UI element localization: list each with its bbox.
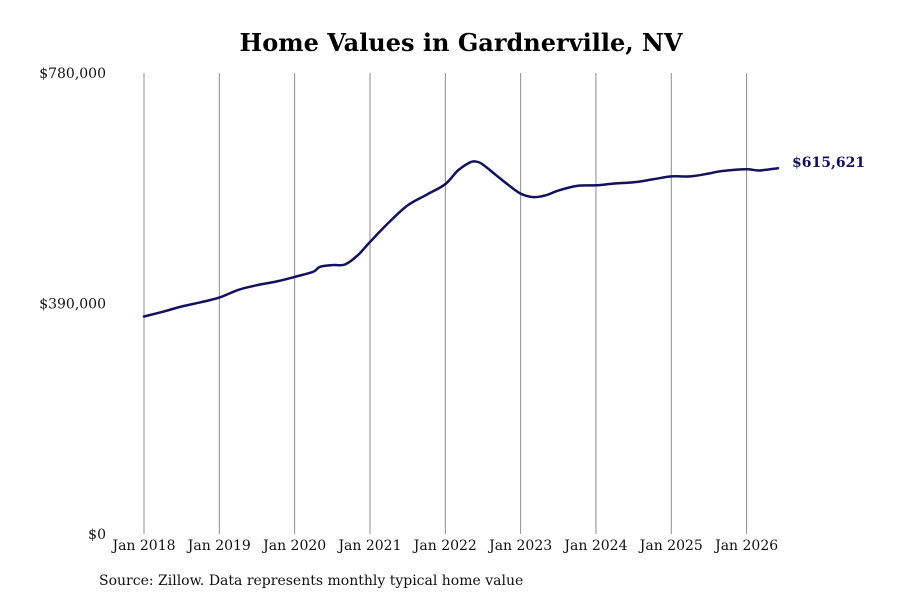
x-tick-label: Jan 2026 (713, 538, 778, 554)
x-tick-label: Jan 2023 (487, 538, 552, 554)
y-axis-tick-labels: $0 $390,000 $780,000 (39, 66, 106, 543)
x-axis-tick-labels: Jan 2018 Jan 2019 Jan 2020 Jan 2021 Jan 2022… (110, 538, 778, 554)
series-lines (142, 160, 780, 318)
x-tick-label: Jan 2025 (638, 538, 703, 554)
x-tick-label: Jan 2024 (562, 538, 627, 554)
y-tick-label: $780,000 (39, 66, 106, 82)
source-note: Source: Zillow. Data represents monthly … (99, 573, 524, 589)
chart-title: Home Values in Gardnerville, NV (239, 28, 683, 57)
x-tick-label: Jan 2021 (336, 538, 401, 554)
gridlines (143, 73, 748, 534)
x-tick-label: Jan 2022 (412, 538, 477, 554)
y-tick-label: $390,000 (39, 297, 106, 313)
x-tick-label: Jan 2019 (186, 538, 251, 554)
last-value-label: $615,621 (792, 155, 865, 171)
y-tick-label: $0 (88, 527, 106, 543)
series-line-0 (142, 160, 780, 318)
x-tick-label: Jan 2020 (261, 538, 326, 554)
x-tick-label: Jan 2018 (110, 538, 175, 554)
